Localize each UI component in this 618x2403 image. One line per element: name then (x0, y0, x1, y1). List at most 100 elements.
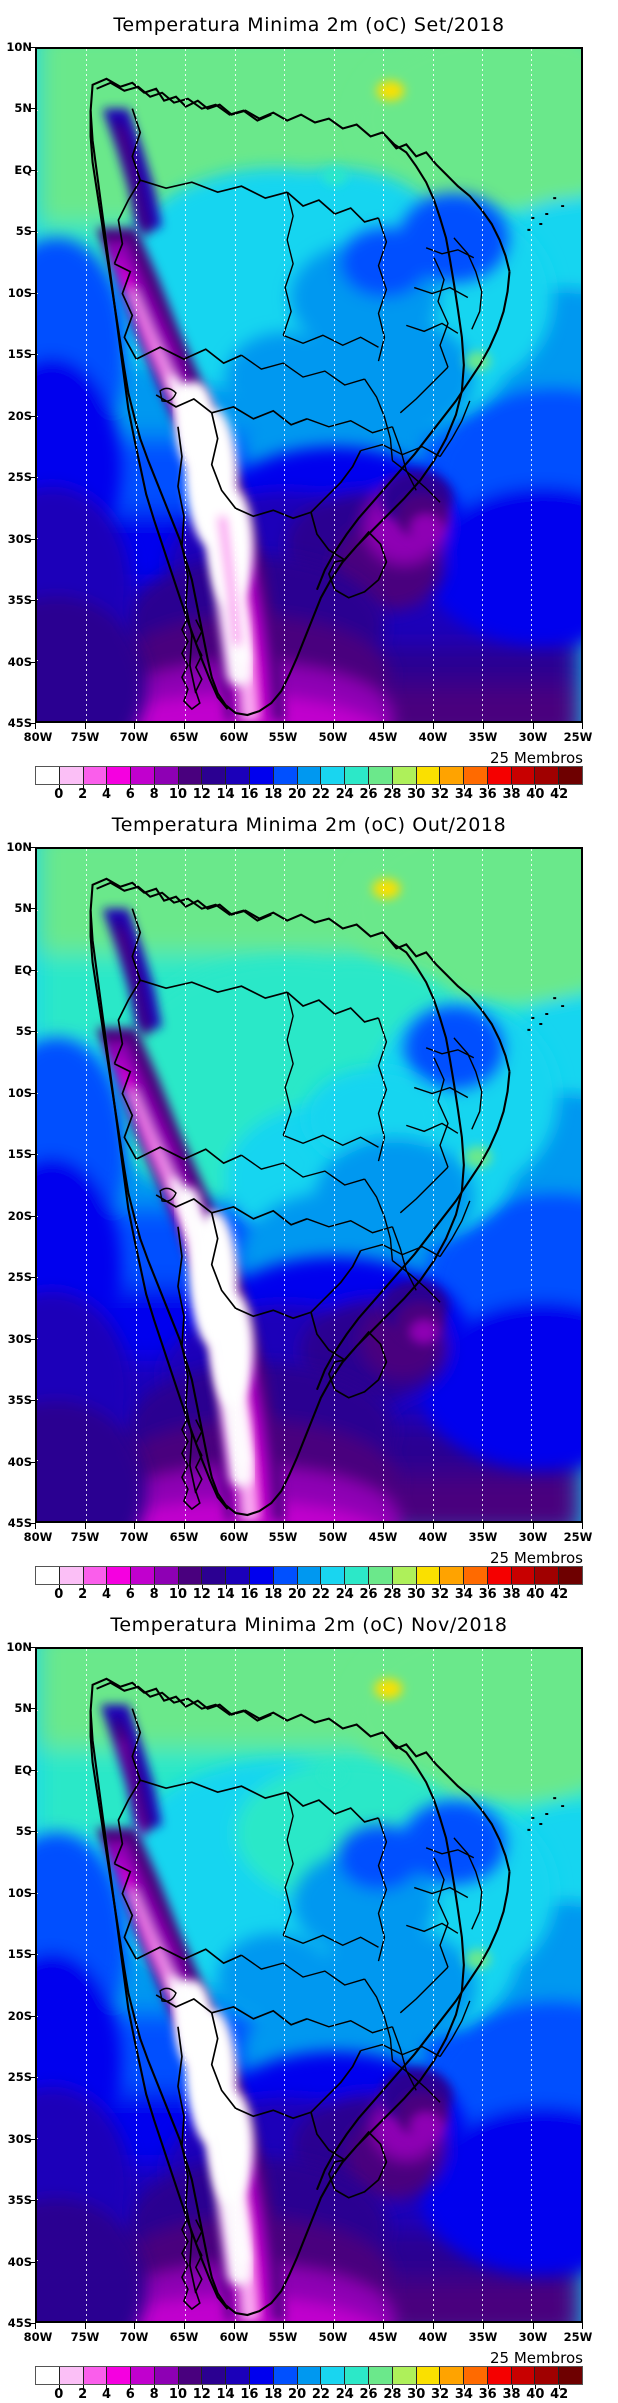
colorbar-tick-label: 32 (430, 1587, 450, 1602)
y-axis-label: 5N (14, 101, 32, 115)
colorbar-ticks: 0 2 4 6 8 10 12 14 16 18 20 22 24 26 28 30 32 34 36 38 40 42 (35, 785, 583, 803)
gridline-lat (37, 659, 38, 661)
colorbar-cell (392, 2367, 417, 2384)
colorbar-tick-label: 12 (192, 2387, 211, 2402)
x-axis-label: 40W (418, 730, 448, 744)
y-axis-label: 45S (7, 716, 32, 730)
gridline-lon (234, 1649, 236, 2321)
gridline-lat (37, 1459, 38, 1461)
gridline-lon (333, 1649, 335, 2321)
colorbar-tickmark (392, 1585, 394, 1589)
x-axis-label: 35W (468, 730, 498, 744)
x-axis-tick (383, 1523, 384, 1529)
x-axis-tick (283, 723, 284, 729)
colorbar-cell (511, 1567, 536, 1584)
gridline-lat (37, 1832, 38, 1834)
colorbar-tick-label: 10 (168, 1587, 187, 1602)
colorbar-tickmark (535, 785, 537, 789)
colorbar-tick-label: 22 (311, 1587, 330, 1602)
colorbar-cell (511, 2367, 536, 2384)
gridline-lon (383, 849, 385, 1521)
gridline-lon (135, 1649, 137, 2321)
x-axis-tick (85, 1523, 86, 1529)
colorbar-tickmark (225, 785, 227, 789)
x-axis-label: 45W (368, 2330, 398, 2344)
colorbar-cell (178, 2367, 203, 2384)
gridline-lon (333, 849, 335, 1521)
x-axis-tick (483, 1523, 484, 1529)
colorbar-tick-label: 10 (168, 787, 187, 802)
gridline-lon (482, 49, 484, 721)
x-axis-tick (433, 2323, 434, 2329)
x-axis-tick (134, 2323, 135, 2329)
x-axis-label: 55W (268, 1530, 298, 1544)
colorbar-tick-label: 16 (240, 2387, 259, 2402)
x-axis-tick (433, 1523, 434, 1529)
colorbar-tickmark (416, 2385, 418, 2389)
colorbar-tick-label: 26 (359, 787, 378, 802)
colorbar-tick-label: 36 (478, 2387, 497, 2402)
y-axis-tick (29, 2077, 35, 2078)
colorbar-tickmark (130, 1585, 132, 1589)
gridline-lon (86, 1649, 88, 2321)
colorbar-tickmark (106, 785, 108, 789)
colorbar-cell (464, 2367, 488, 2384)
colorbar-cell (83, 1567, 108, 1584)
gridline-lat (37, 415, 38, 417)
x-axis-label: 50W (318, 2330, 348, 2344)
gridline-lon (86, 849, 88, 1521)
gridline-lat (37, 537, 38, 539)
gridline-lat (37, 110, 38, 112)
x-axis-label: 80W (23, 730, 53, 744)
colorbar-cell (535, 2367, 560, 2384)
x-axis-label: 45W (368, 1530, 398, 1544)
y-axis-label: 10N (6, 1640, 32, 1654)
colorbar-tickmark (344, 785, 346, 789)
y-axis-tick (29, 1093, 35, 1094)
colorbar-cell (392, 1567, 417, 1584)
colorbar-tickmark (463, 785, 465, 789)
colorbar-tick-label: 6 (125, 1587, 135, 1602)
gridline-lat (37, 293, 38, 295)
gridline-lat (37, 1215, 38, 1217)
gridline-lon (482, 1649, 484, 2321)
colorbar-cell (297, 1567, 322, 1584)
x-axis-tick (85, 723, 86, 729)
colorbar-tick-label: 6 (125, 787, 135, 802)
colorbar-tickmark (130, 2385, 132, 2389)
x-axis-label: 40W (418, 1530, 448, 1544)
colorbar-cell (321, 2367, 346, 2384)
colorbar-cell (154, 767, 179, 784)
gridline-lon (234, 49, 236, 721)
colorbar-tick-label: 8 (149, 787, 159, 802)
x-axis-tick (582, 2323, 583, 2329)
colorbar-cell (202, 1567, 227, 1584)
gridline-lat (37, 910, 38, 912)
x-axis-tick (283, 1523, 284, 1529)
colorbar-tick-label: 42 (550, 787, 569, 802)
colorbar-tick-label: 14 (216, 2387, 235, 2402)
colorbar-tick-label: 18 (264, 787, 283, 802)
y-axis-label: 40S (7, 655, 32, 669)
x-axis-tick (184, 2323, 185, 2329)
x-axis-tick (184, 1523, 185, 1529)
x-axis-label: 55W (268, 730, 298, 744)
colorbar-tickmark (58, 785, 60, 789)
x-axis-tick (383, 723, 384, 729)
gridline-lat (37, 1771, 38, 1773)
colorbar-cell (273, 1567, 298, 1584)
y-axis-tick (29, 231, 35, 232)
y-axis-tick (29, 1031, 35, 1032)
y-axis-tick (29, 416, 35, 417)
y-axis-tick (29, 723, 35, 724)
x-axis-label: 55W (268, 2330, 298, 2344)
colorbar-tickmark (177, 785, 179, 789)
y-axis-label: EQ (14, 1763, 32, 1777)
members-note: 25 Membros (490, 1549, 583, 1567)
colorbar: 0 2 4 6 8 10 12 14 16 18 20 22 24 26 28 30 32 34 36 38 40 42 (35, 1566, 583, 1603)
colorbar-cell (36, 767, 60, 784)
colorbar-tickmark (463, 2385, 465, 2389)
y-axis-tick (29, 600, 35, 601)
y-axis-label: 20S (7, 409, 32, 423)
colorbar: 0 2 4 6 8 10 12 14 16 18 20 22 24 26 28 30 32 34 36 38 40 42 (35, 2366, 583, 2403)
